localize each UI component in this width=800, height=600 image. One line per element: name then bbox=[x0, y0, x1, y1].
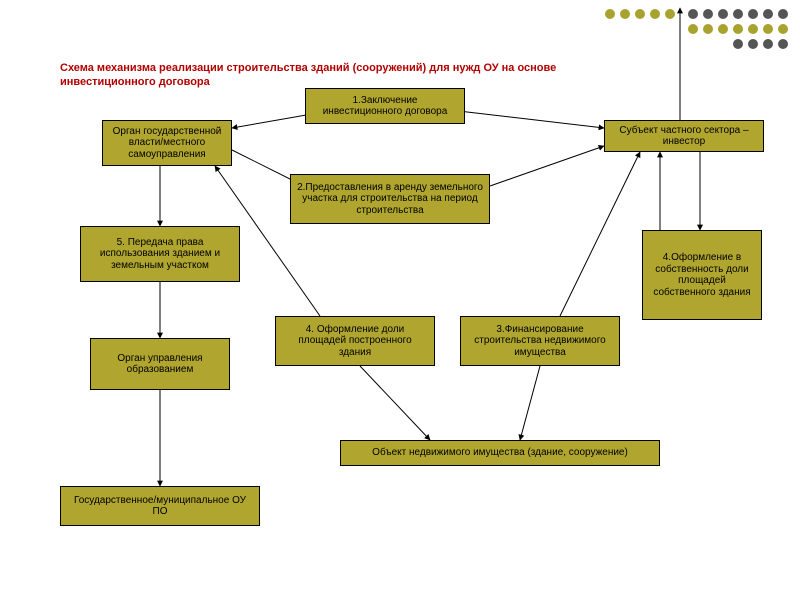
node-label: Объект недвижимого имущества (здание, со… bbox=[372, 447, 628, 459]
edge-11 bbox=[560, 152, 640, 316]
node-label: 5. Передача права использования зданием … bbox=[87, 237, 233, 272]
dot bbox=[763, 24, 773, 34]
dot bbox=[733, 24, 743, 34]
dot bbox=[718, 9, 728, 19]
node-label: 2.Предоставления в аренду земельного уча… bbox=[297, 182, 483, 217]
node-nobj: Объект недвижимого имущества (здание, со… bbox=[340, 440, 660, 466]
dot bbox=[688, 9, 698, 19]
dot bbox=[635, 9, 645, 19]
node-label: Субъект частного сектора – инвестор bbox=[611, 125, 757, 148]
node-n5: 5. Передача права использования зданием … bbox=[80, 226, 240, 282]
dot bbox=[763, 39, 773, 49]
dot bbox=[703, 9, 713, 19]
dot bbox=[778, 39, 788, 49]
node-nd: Государственное/муниципальное ОУ ПО bbox=[60, 486, 260, 526]
dot bbox=[665, 9, 675, 19]
dot bbox=[688, 24, 698, 34]
diagram-title: Схема механизма реализации строительства… bbox=[60, 62, 620, 90]
node-n4: 4. Оформление доли площадей построенного… bbox=[275, 316, 435, 366]
dot bbox=[778, 24, 788, 34]
decorative-dots bbox=[0, 0, 800, 60]
node-n3: 3.Финансирование строительства недвижимо… bbox=[460, 316, 620, 366]
node-label: Государственное/муниципальное ОУ ПО bbox=[67, 495, 253, 518]
node-n4b: 4.Оформление в собственность доли площад… bbox=[642, 230, 762, 320]
dot bbox=[718, 24, 728, 34]
dot bbox=[703, 24, 713, 34]
dot bbox=[650, 9, 660, 19]
node-label: 3.Финансирование строительства недвижимо… bbox=[467, 324, 613, 359]
dot bbox=[763, 9, 773, 19]
node-label: Орган управления образованием bbox=[97, 353, 223, 376]
edge-10 bbox=[360, 366, 430, 440]
dot bbox=[748, 24, 758, 34]
node-label: Орган государственной власти/местного са… bbox=[109, 126, 225, 161]
node-na: Орган государственной власти/местного са… bbox=[102, 120, 232, 166]
node-n2: 2.Предоставления в аренду земельного уча… bbox=[290, 174, 490, 224]
node-label: 1.Заключение инвестиционного договора bbox=[312, 95, 458, 118]
dot bbox=[733, 39, 743, 49]
node-label: 4. Оформление доли площадей построенного… bbox=[282, 324, 428, 359]
edge-3 bbox=[490, 146, 604, 186]
dot bbox=[778, 9, 788, 19]
dot bbox=[748, 39, 758, 49]
node-nb: Субъект частного сектора – инвестор bbox=[604, 120, 764, 152]
dot bbox=[620, 9, 630, 19]
node-n1: 1.Заключение инвестиционного договора bbox=[305, 88, 465, 124]
dot bbox=[748, 9, 758, 19]
dot bbox=[605, 9, 615, 19]
node-label: 4.Оформление в собственность доли площад… bbox=[649, 252, 755, 298]
diagram-canvas: Схема механизма реализации строительства… bbox=[0, 0, 800, 600]
edge-1 bbox=[450, 110, 604, 128]
node-nc: Орган управления образованием bbox=[90, 338, 230, 390]
edge-12 bbox=[520, 366, 540, 440]
dot bbox=[733, 9, 743, 19]
